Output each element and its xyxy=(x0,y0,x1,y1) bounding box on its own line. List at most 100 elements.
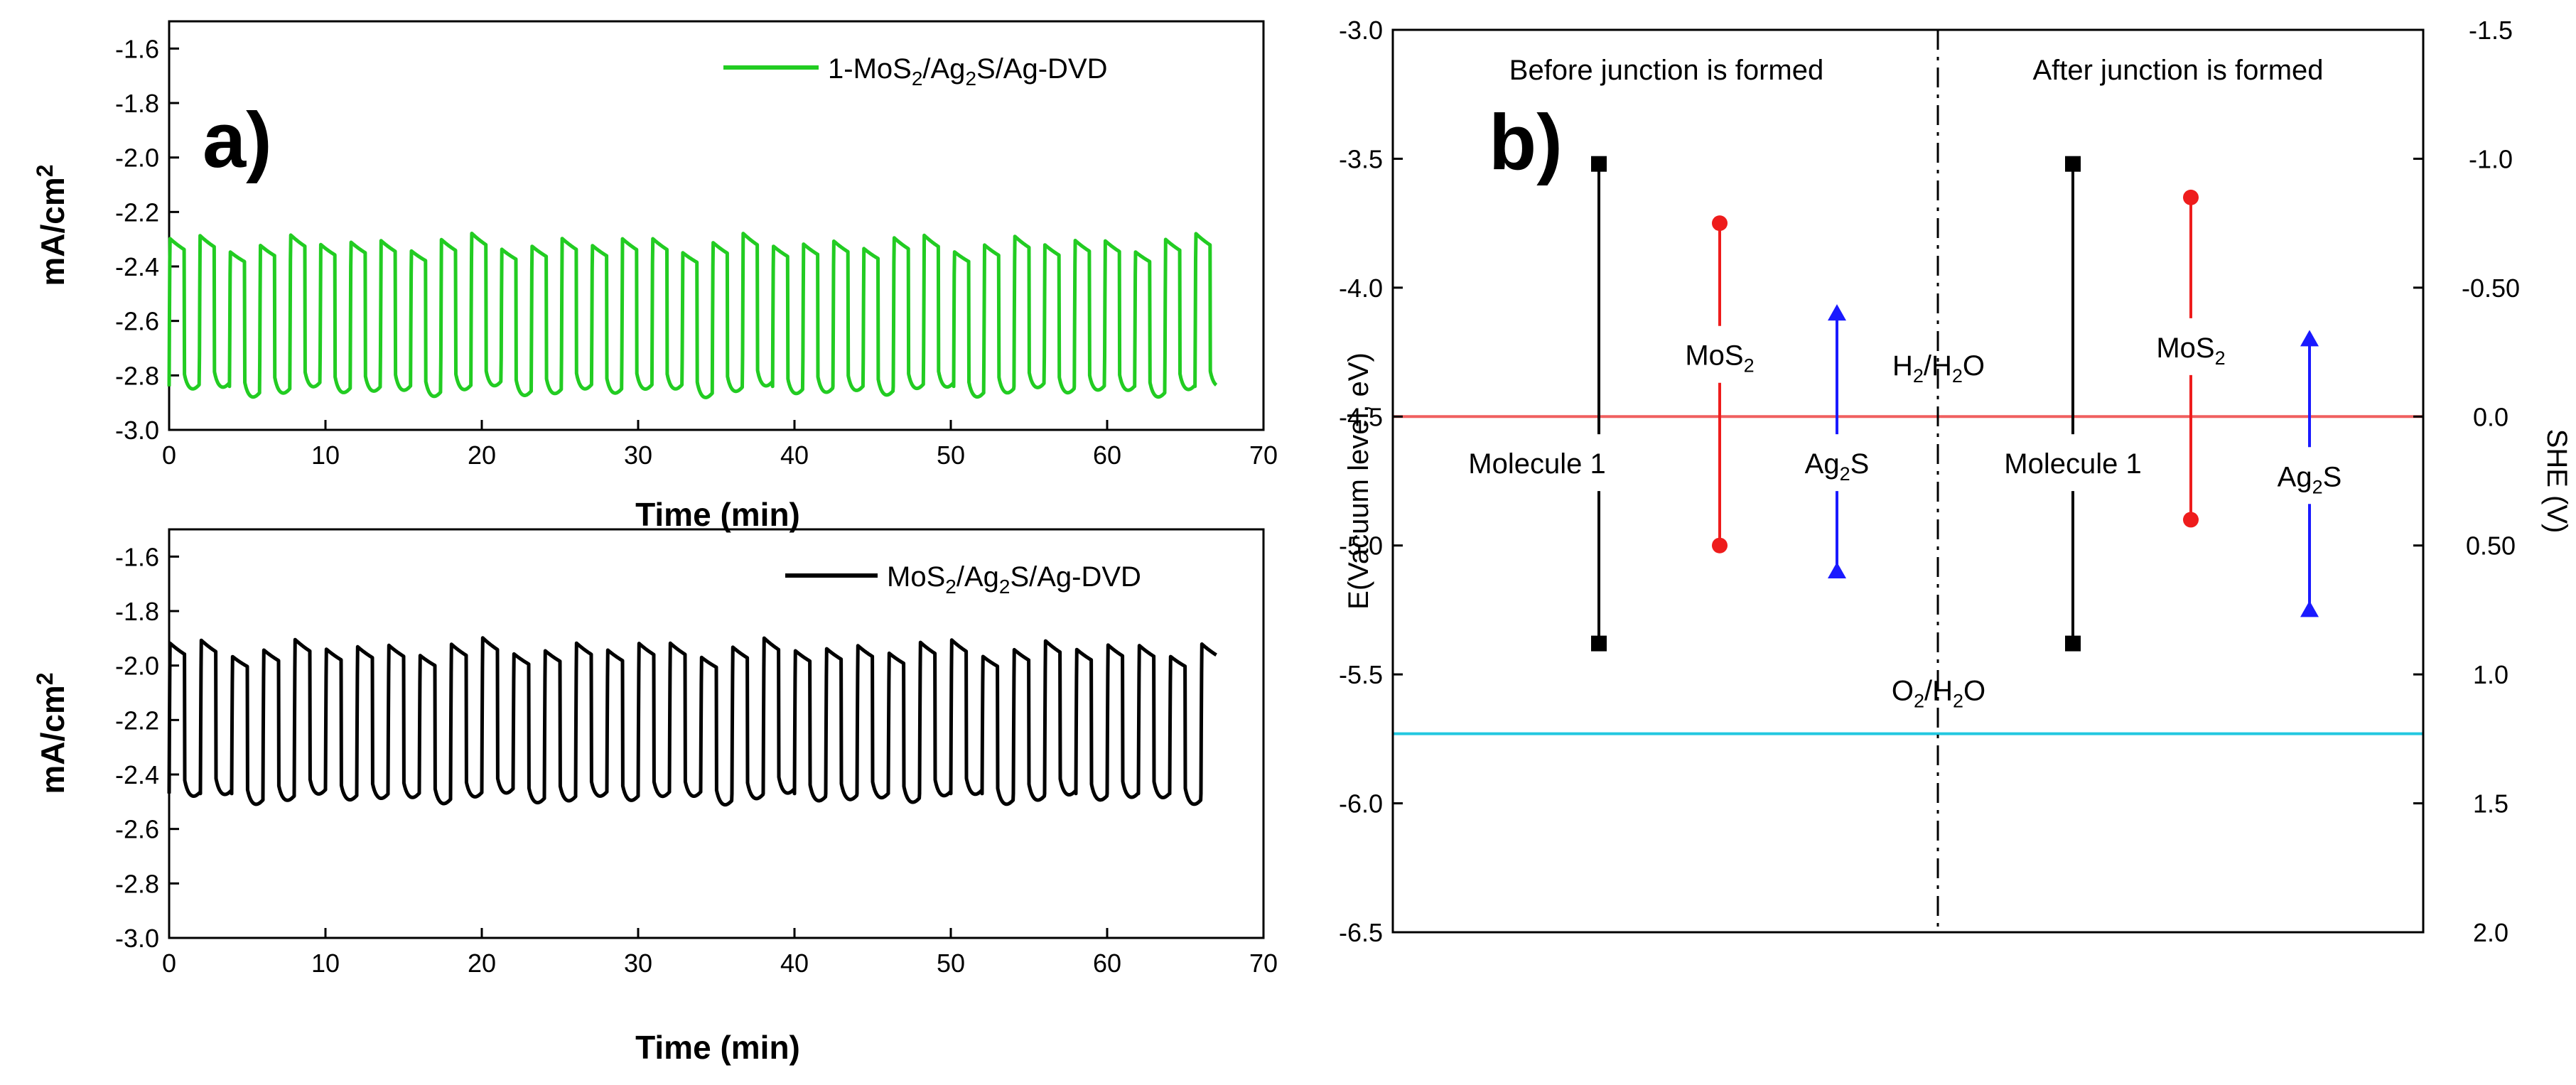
panel-a-bottom: -3.0 -2.8 -2.6 -2.4 -2.2 -2.0 -1.8 -1.6 0 10 20 30… xyxy=(32,528,1278,1066)
y-tick-label: -2.6 xyxy=(115,307,159,336)
y-tick-label: -1.6 xyxy=(115,34,159,63)
x-tick-label: 70 xyxy=(1249,949,1278,978)
level-label: Ag2S xyxy=(1805,448,1870,485)
y-tick-label: -2.8 xyxy=(115,869,159,898)
level-label: Molecule 1 xyxy=(1468,448,1605,480)
x-tick-label: 40 xyxy=(780,949,809,978)
x-tick-label: 60 xyxy=(1093,949,1121,978)
y-tick-label: -5.5 xyxy=(1339,660,1383,689)
y-tick-label: -1.8 xyxy=(115,597,159,626)
legend-label-a-top: 1-MoS2/Ag2S/Ag-DVD xyxy=(828,53,1108,90)
x-tick-label: 10 xyxy=(311,949,340,978)
level-marker xyxy=(2065,156,2081,172)
y2-ticks-b: 2.0 1.5 1.0 0.50 0.0 -0.50 -1.0 -1.5 xyxy=(2413,16,2520,947)
x-tick-label: 40 xyxy=(780,441,809,470)
y-tick-label: -2.4 xyxy=(115,760,159,789)
level-marker xyxy=(1828,562,1846,578)
y-tick-label: -2.6 xyxy=(115,815,159,844)
panel-label-b: b) xyxy=(1489,99,1563,186)
y-tick-label: -2.2 xyxy=(115,706,159,735)
level-marker xyxy=(1828,304,1846,321)
x-tick-label: 20 xyxy=(468,949,496,978)
level-label: Molecule 1 xyxy=(2004,448,2141,480)
region-label-after: After junction is formed xyxy=(2032,55,2323,86)
y-tick-label: -3.0 xyxy=(115,924,159,953)
y-axis-title-b: E(Vacuum level, eV) xyxy=(1343,352,1374,610)
level-marker xyxy=(2300,330,2319,347)
energy-level: MoS2 xyxy=(2156,189,2226,528)
energy-level: MoS2 xyxy=(1685,215,1755,554)
panel-label-a: a) xyxy=(203,97,272,184)
level-label: MoS2 xyxy=(2156,333,2225,369)
y2-axis-title-b: SHE (V) xyxy=(2541,429,2572,534)
level-label: Ag2S xyxy=(2278,461,2342,497)
energy-level: Ag2S xyxy=(1805,304,1870,578)
x-ticks-a-top: 0 10 20 30 40 50 60 70 xyxy=(162,420,1278,470)
x-tick-label: 50 xyxy=(937,949,965,978)
plot-frame-b xyxy=(1391,28,2425,934)
y2-tick-label: 2.0 xyxy=(2473,918,2508,947)
x-tick-label: 60 xyxy=(1093,441,1121,470)
y-tick-label: -2.0 xyxy=(115,652,159,681)
y-axis-title-a-bottom: mA/cm2 xyxy=(32,672,71,794)
plot-frame-a-top xyxy=(168,20,1265,431)
x-axis-title-a-bottom: Time (min) xyxy=(635,1029,800,1066)
y-tick-label: -3.0 xyxy=(1339,16,1383,45)
y2-tick-label: -1.0 xyxy=(2469,144,2513,173)
level-marker xyxy=(1591,156,1607,172)
y-tick-label: -2.8 xyxy=(115,361,159,390)
y-tick-label: -4.5 xyxy=(1339,402,1383,431)
reference-line-label: O2/H2O xyxy=(1892,675,1985,711)
y-tick-label: -2.4 xyxy=(115,252,159,281)
y-ticks-a-top: -3.0 -2.8 -2.6 -2.4 -2.2 -2.0 -1.8 -1.6 xyxy=(115,34,179,445)
level-marker xyxy=(1712,537,1728,554)
y-tick-label: -3.5 xyxy=(1339,144,1383,173)
y-tick-label: -5.0 xyxy=(1339,531,1383,561)
energy-level: Molecule 1 xyxy=(2004,156,2142,652)
y2-tick-label: 1.0 xyxy=(2473,660,2508,689)
y-ticks-b: -6.5 -6.0 -5.5 -5.0 -4.5 -4.0 -3.5 -3.0 xyxy=(1339,16,1403,947)
level-marker xyxy=(1712,215,1728,232)
level-marker xyxy=(2183,189,2199,205)
y-tick-label: -1.8 xyxy=(115,89,159,118)
y-tick-label: -6.0 xyxy=(1339,789,1383,819)
energy-level: Ag2S xyxy=(2278,330,2342,617)
panel-a-top: -3.0 -2.8 -2.6 -2.4 -2.2 -2.0 -1.8 -1.6 0 10 20 30… xyxy=(32,20,1278,533)
x-ticks-a-bottom: 0 10 20 30 40 50 60 70 xyxy=(162,928,1278,978)
y-tick-label: -2.0 xyxy=(115,144,159,173)
level-marker xyxy=(1591,635,1607,652)
level-marker xyxy=(2183,512,2199,528)
y-tick-label: -3.0 xyxy=(115,416,159,445)
x-axis-title-a-top: Time (min) xyxy=(635,496,800,533)
level-marker xyxy=(2300,600,2319,617)
photocurrent-trace-a-bottom xyxy=(167,636,1218,807)
legend-label-a-bottom: MoS2/Ag2S/Ag-DVD xyxy=(887,561,1141,598)
y2-tick-label: 0.0 xyxy=(2473,402,2508,431)
y2-tick-label: -0.50 xyxy=(2462,274,2520,303)
photocurrent-trace-a-top xyxy=(167,232,1218,399)
x-tick-label: 0 xyxy=(162,441,176,470)
energy-level: Molecule 1 xyxy=(1468,156,1607,652)
x-tick-label: 0 xyxy=(162,949,176,978)
y-axis-title-a-top: mA/cm2 xyxy=(32,164,71,286)
y-tick-label: -4.0 xyxy=(1339,274,1383,303)
y2-tick-label: 1.5 xyxy=(2473,789,2508,819)
energy-levels-b: Molecule 1 MoS2 Ag2S Molecule 1 MoS2 Ag2S xyxy=(1468,156,2341,652)
level-label: MoS2 xyxy=(1685,340,1754,377)
x-tick-label: 20 xyxy=(468,441,496,470)
y2-tick-label: -1.5 xyxy=(2469,16,2513,45)
x-tick-label: 70 xyxy=(1249,441,1278,470)
region-label-before: Before junction is formed xyxy=(1509,55,1823,86)
x-tick-label: 50 xyxy=(937,441,965,470)
y-tick-label: -6.5 xyxy=(1339,918,1383,947)
x-tick-label: 10 xyxy=(311,441,340,470)
y-ticks-a-bottom: -3.0 -2.8 -2.6 -2.4 -2.2 -2.0 -1.8 -1.6 xyxy=(115,542,179,953)
y2-tick-label: 0.50 xyxy=(2466,531,2516,561)
y-tick-label: -2.2 xyxy=(115,198,159,227)
x-tick-label: 30 xyxy=(624,949,652,978)
x-tick-label: 30 xyxy=(624,441,652,470)
level-marker xyxy=(2065,635,2081,652)
